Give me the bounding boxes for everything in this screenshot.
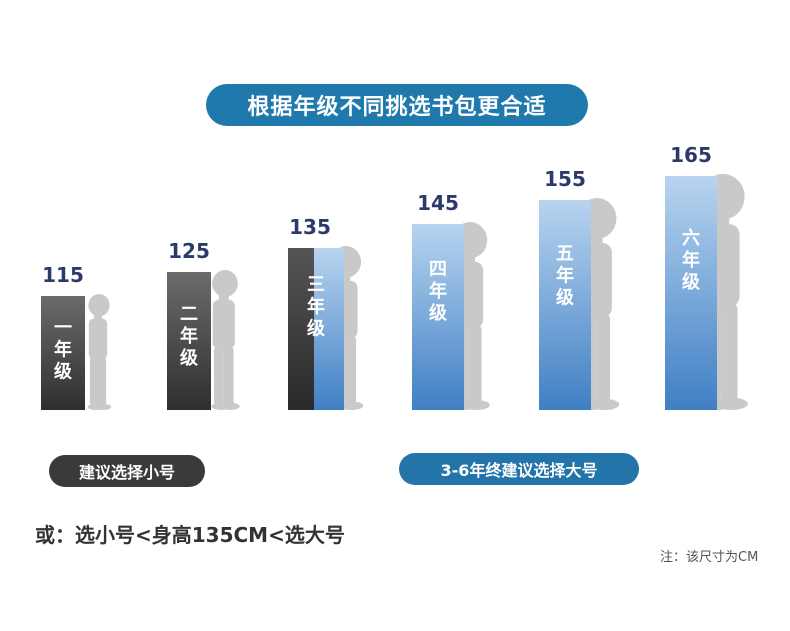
large-size-recommendation: 3-6年终建议选择大号 (399, 453, 639, 485)
category-label: 级 (180, 347, 199, 369)
size-rule-text: 或：选小号<身高135CM<选大号 (35, 523, 345, 547)
data-label: 155 (544, 167, 586, 191)
data-label: 125 (168, 239, 210, 263)
bar-dark-half (288, 248, 314, 410)
category-label: 六 (682, 227, 700, 249)
category-label: 二 (180, 304, 198, 325)
bar (665, 176, 717, 410)
bar (167, 272, 211, 410)
category-label: 级 (54, 360, 73, 382)
category-label: 级 (682, 271, 701, 293)
category-label: 年 (307, 296, 325, 318)
category-label: 年 (180, 325, 198, 347)
category-label: 级 (556, 287, 575, 309)
bar (539, 200, 591, 410)
data-label: 145 (417, 191, 459, 215)
child-silhouette-icon (211, 270, 240, 410)
category-label: 年 (556, 265, 574, 287)
category-label: 级 (429, 302, 448, 324)
bar (41, 296, 85, 410)
category-label: 年 (682, 249, 700, 271)
category-label: 级 (307, 318, 326, 340)
child-silhouette-icon (87, 294, 112, 410)
category-label: 一 (54, 317, 72, 338)
data-label: 135 (289, 215, 331, 239)
category-label: 五 (556, 244, 574, 265)
data-label: 165 (670, 143, 712, 167)
small-size-recommendation: 建议选择小号 (49, 455, 205, 487)
category-label: 三 (307, 275, 325, 296)
bar (314, 248, 344, 410)
category-label: 年 (429, 280, 447, 302)
chart-title: 根据年级不同挑选书包更合适 (206, 84, 588, 126)
unit-note: 注：该尺寸为CM (660, 550, 759, 565)
data-label: 115 (42, 263, 84, 287)
bar (412, 224, 464, 410)
category-label: 四 (429, 259, 447, 280)
category-label: 年 (54, 338, 72, 360)
